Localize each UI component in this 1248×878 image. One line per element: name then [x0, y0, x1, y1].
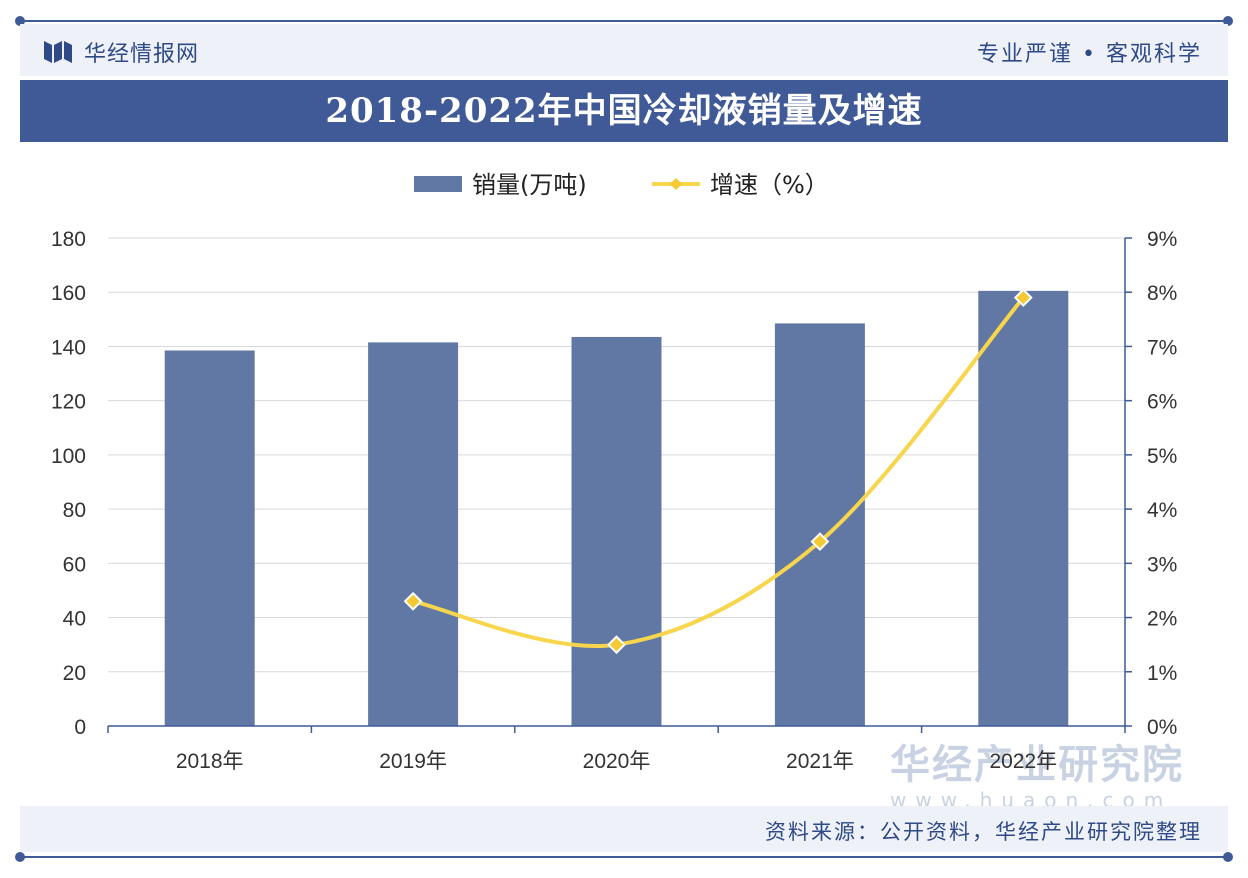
- legend-layer: 销量(万吨) 增速（%）: [414, 171, 829, 199]
- left-tick-label: 140: [51, 336, 86, 359]
- right-tick-label: 6%: [1147, 391, 1177, 414]
- growth-marker: [607, 635, 626, 655]
- bar: [774, 323, 865, 726]
- left-tick-label: 0: [74, 716, 86, 739]
- top-left-dot: [15, 16, 25, 26]
- bar: [978, 290, 1069, 726]
- bottom-frame-line: [20, 856, 1228, 858]
- x-tick-label: 2022年: [989, 750, 1057, 773]
- right-tick-label: 5%: [1147, 445, 1177, 468]
- right-tick-label: 9%: [1147, 228, 1177, 251]
- chart-title: 2018-2022年中国冷却液销量及增速: [325, 91, 923, 131]
- legend-line-label: 增速（%）: [710, 171, 829, 199]
- growth-marker: [1013, 288, 1033, 308]
- logo-icon: [44, 41, 72, 63]
- right-tick-label: 3%: [1147, 553, 1177, 576]
- line-layer: [403, 288, 1033, 655]
- header-bar: [20, 24, 1228, 76]
- bar-layer: [164, 290, 1069, 726]
- bar: [164, 350, 255, 726]
- right-tick-label: 7%: [1147, 336, 1177, 359]
- legend-bar-label: 销量(万吨): [472, 171, 587, 199]
- legend-bar-swatch: [414, 176, 462, 192]
- left-tick-label: 180: [51, 228, 86, 251]
- left-tick-label: 80: [63, 499, 86, 522]
- bar: [571, 336, 662, 726]
- bottom-left-dot: [15, 852, 25, 862]
- source-bar: [20, 806, 1228, 852]
- growth-line: [411, 295, 1026, 648]
- left-tick-label: 40: [63, 608, 86, 631]
- right-tick-label: 1%: [1147, 662, 1177, 685]
- x-tick-label: 2021年: [786, 750, 854, 773]
- slogan: 专业严谨 • 客观科学: [977, 42, 1202, 67]
- logo-text: 华经情报网: [84, 42, 200, 67]
- bar: [368, 342, 459, 726]
- logo: 华经情报网: [44, 36, 199, 68]
- right-tick-label: 8%: [1147, 282, 1177, 305]
- left-tick-label: 160: [51, 282, 86, 305]
- left-tick-label: 60: [63, 553, 86, 576]
- growth-marker: [810, 532, 830, 552]
- right-tick-label: 0%: [1147, 716, 1177, 739]
- title-bar: 2018-2022年中国冷却液销量及增速: [20, 80, 1228, 142]
- legend-line-marker: [670, 178, 682, 190]
- x-tick-label: 2018年: [176, 750, 244, 773]
- left-tick-label: 20: [63, 662, 86, 685]
- bottom-right-dot: [1223, 852, 1233, 862]
- top-frame-line: [20, 20, 1228, 22]
- x-tick-label: 2020年: [583, 750, 651, 773]
- right-tick-label: 2%: [1147, 608, 1177, 631]
- x-tick-label: 2019年: [379, 750, 447, 773]
- right-tick-label: 4%: [1147, 499, 1177, 522]
- watermark-name: 华经产业研究院: [890, 742, 1184, 788]
- source-text: 资料来源：公开资料，华经产业研究院整理: [765, 820, 1202, 844]
- axis-layer: 0 20 40 60 80 100 120 140 160 180 0% 1% 2% 3% 4% 5% 6% 7%…: [51, 228, 1177, 773]
- left-tick-label: 100: [51, 445, 86, 468]
- left-tick-label: 120: [51, 391, 86, 414]
- top-right-dot: [1223, 16, 1233, 26]
- growth-marker: [403, 591, 423, 611]
